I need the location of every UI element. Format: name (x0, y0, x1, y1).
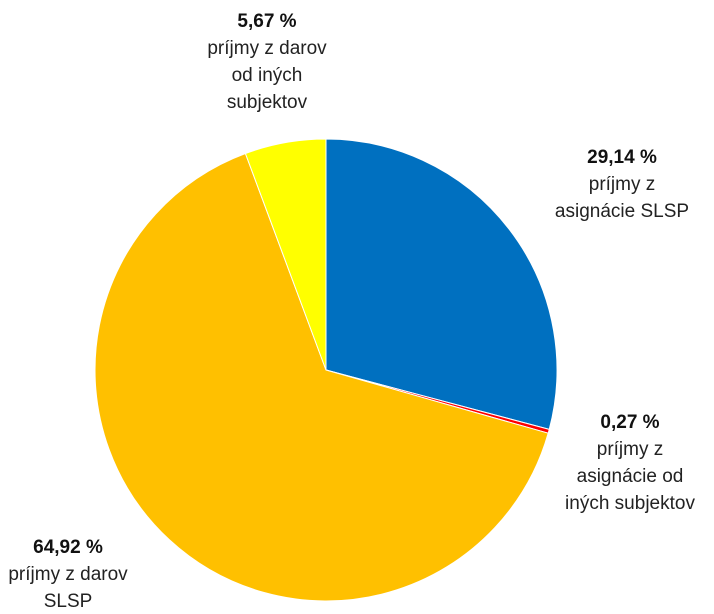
slice-category-label: od iných (232, 65, 303, 86)
slice-label-0: 29,14 % príjmy z asignácie SLSP (555, 147, 689, 222)
slice-category-label: príjmy z (589, 174, 656, 195)
pie-slice-3 (244, 138, 327, 371)
slice-value-label: 29,14 % (587, 147, 657, 168)
slice-label-1: 0,27 % príjmy z asignácie od iných subjekto… (565, 412, 695, 514)
pie-slices (94, 138, 558, 602)
slice-category-label: SLSP (44, 591, 93, 612)
slice-category-label: príjmy z darov (207, 38, 327, 59)
slice-category-label: asignácie od (577, 466, 684, 487)
pie-labels: 29,14 % príjmy z asignácie SLSP 0,27 % príjm… (8, 11, 695, 612)
slice-category-label: príjmy z (597, 439, 664, 460)
slice-label-2: 64,92 % príjmy z darov SLSP (8, 537, 128, 612)
pie-slice-2 (94, 152, 549, 602)
slice-label-3: 5,67 % príjmy z darov od iných subjektov (207, 11, 327, 113)
slice-value-label: 5,67 % (237, 11, 296, 32)
slice-value-label: 64,92 % (33, 537, 103, 558)
slice-value-label: 0,27 % (600, 412, 659, 433)
slice-category-label: príjmy z darov (8, 564, 128, 585)
slice-category-label: subjektov (227, 92, 308, 113)
slice-category-label: asignácie SLSP (555, 201, 689, 222)
slice-category-label: iných subjektov (565, 493, 695, 514)
pie-slice-0 (325, 138, 558, 431)
